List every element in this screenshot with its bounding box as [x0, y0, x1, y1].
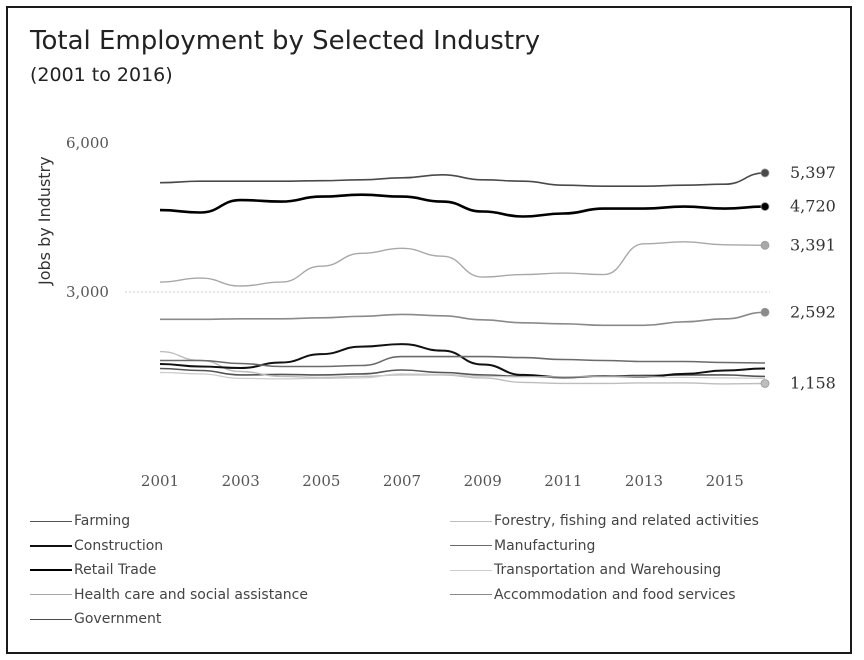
- series-line-government: [159, 172, 766, 187]
- series-line-manufacturing: [160, 355, 766, 368]
- end-marker: [760, 307, 770, 317]
- x-tick-label: 2001: [141, 472, 179, 490]
- x-tick-label: 2013: [625, 472, 663, 490]
- end-marker: [760, 202, 770, 211]
- series-line-transportation-and-warehousing: [159, 371, 766, 380]
- end-value-label: 3,391: [790, 235, 836, 254]
- y-axis-label: Jobs by Industry: [35, 156, 54, 286]
- series-line-health-care-and-social-assistance: [159, 241, 766, 287]
- end-value-label: 1,158: [790, 373, 836, 392]
- y-tick-label: 6,000: [66, 134, 109, 152]
- y-tick-label: 3,000: [66, 283, 109, 301]
- x-tick-label: 2005: [302, 472, 340, 490]
- chart-title: Total Employment by Selected Industry: [30, 26, 541, 56]
- chart-subtitle: (2001 to 2016): [30, 64, 173, 86]
- series-line-retail-trade: [159, 193, 766, 218]
- end-marker: [760, 168, 770, 178]
- x-tick-label: 2007: [383, 472, 421, 490]
- x-tick-label: 2011: [544, 472, 582, 490]
- end-value-label: 2,592: [790, 302, 836, 321]
- end-marker: [760, 379, 770, 388]
- x-tick-label: 2003: [222, 472, 260, 490]
- x-tick-label: 2015: [706, 472, 744, 490]
- chart-frame: [6, 6, 852, 654]
- x-tick-label: 2009: [464, 472, 502, 490]
- series-line-accommodation-and-food-services: [160, 311, 766, 327]
- end-value-label: 5,397: [790, 163, 836, 182]
- end-marker: [760, 240, 770, 250]
- series-line-forestry-fishing-and-related-activities: [159, 350, 766, 385]
- end-value-label: 4,720: [790, 197, 836, 216]
